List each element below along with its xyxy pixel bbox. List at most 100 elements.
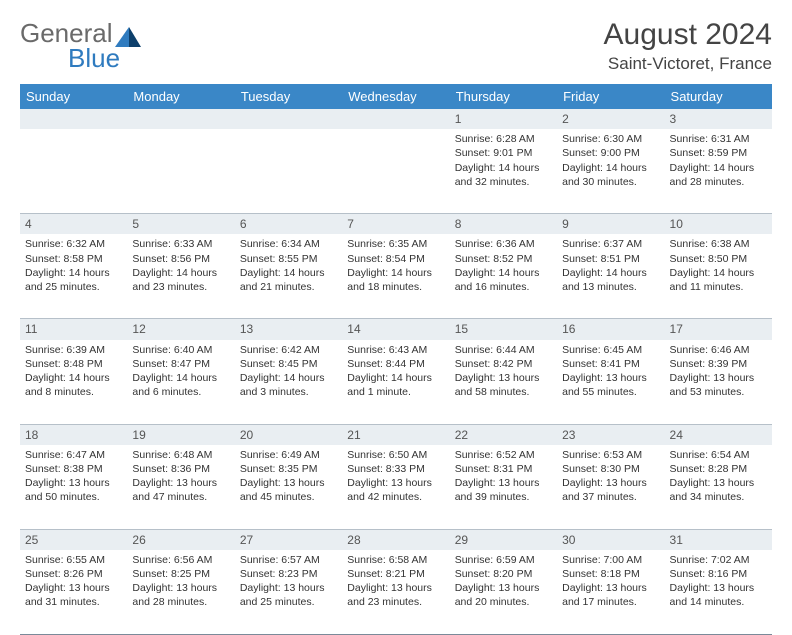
day-cell: Sunrise: 6:43 AMSunset: 8:44 PMDaylight:… <box>342 340 449 424</box>
day-detail-line: Daylight: 14 hours <box>240 371 337 385</box>
day-detail-line: Sunset: 8:47 PM <box>132 357 229 371</box>
day-cell: Sunrise: 6:48 AMSunset: 8:36 PMDaylight:… <box>127 445 234 529</box>
day-number: 4 <box>20 213 127 234</box>
day-cell: Sunrise: 7:02 AMSunset: 8:16 PMDaylight:… <box>665 550 772 634</box>
day-detail-line: Daylight: 13 hours <box>132 581 229 595</box>
day-cell: Sunrise: 6:55 AMSunset: 8:26 PMDaylight:… <box>20 550 127 634</box>
day-number: 27 <box>235 529 342 550</box>
day-number: 7 <box>342 213 449 234</box>
day-number: 26 <box>127 529 234 550</box>
weekday-thu: Thursday <box>450 84 557 109</box>
day-number: 21 <box>342 424 449 445</box>
day-detail-line: and 30 minutes. <box>562 175 659 189</box>
day-cell: Sunrise: 6:49 AMSunset: 8:35 PMDaylight:… <box>235 445 342 529</box>
day-detail-line: Sunset: 8:56 PM <box>132 252 229 266</box>
day-detail-line: Sunrise: 6:30 AM <box>562 132 659 146</box>
day-detail-line: Sunset: 8:52 PM <box>455 252 552 266</box>
day-detail-line: Sunset: 8:30 PM <box>562 462 659 476</box>
month-title: August 2024 <box>604 18 772 52</box>
day-detail-line: Daylight: 13 hours <box>670 581 767 595</box>
day-cell: Sunrise: 6:54 AMSunset: 8:28 PMDaylight:… <box>665 445 772 529</box>
logo-text-b: Blue <box>68 43 141 74</box>
day-detail-line: Daylight: 14 hours <box>132 266 229 280</box>
day-detail-line: Sunrise: 6:43 AM <box>347 343 444 357</box>
day-number: 17 <box>665 318 772 339</box>
day-detail-line: Daylight: 13 hours <box>25 476 122 490</box>
week-row: Sunrise: 6:55 AMSunset: 8:26 PMDaylight:… <box>20 550 772 634</box>
day-detail-line: Sunset: 9:00 PM <box>562 146 659 160</box>
day-detail-line: and 6 minutes. <box>132 385 229 399</box>
day-cell: Sunrise: 6:31 AMSunset: 8:59 PMDaylight:… <box>665 129 772 213</box>
weekday-sun: Sunday <box>20 84 127 109</box>
day-detail-line: Sunrise: 6:39 AM <box>25 343 122 357</box>
week-row: Sunrise: 6:47 AMSunset: 8:38 PMDaylight:… <box>20 445 772 529</box>
day-detail-line: Sunset: 8:50 PM <box>670 252 767 266</box>
day-number: 15 <box>450 318 557 339</box>
day-detail-line: Sunrise: 6:34 AM <box>240 237 337 251</box>
week-row: Sunrise: 6:32 AMSunset: 8:58 PMDaylight:… <box>20 234 772 318</box>
day-detail-line: Sunset: 8:42 PM <box>455 357 552 371</box>
week-row: Sunrise: 6:28 AMSunset: 9:01 PMDaylight:… <box>20 129 772 213</box>
day-cell: Sunrise: 6:32 AMSunset: 8:58 PMDaylight:… <box>20 234 127 318</box>
day-detail-line: Sunrise: 6:31 AM <box>670 132 767 146</box>
day-detail-line: and 23 minutes. <box>132 280 229 294</box>
day-detail-line: Sunrise: 6:35 AM <box>347 237 444 251</box>
weekday-sat: Saturday <box>665 84 772 109</box>
day-detail-line: and 50 minutes. <box>25 490 122 504</box>
day-detail-line: Sunset: 8:18 PM <box>562 567 659 581</box>
day-detail-line: Sunrise: 6:48 AM <box>132 448 229 462</box>
daynum-row: 45678910 <box>20 213 772 234</box>
day-cell <box>235 129 342 213</box>
day-number: 31 <box>665 529 772 550</box>
day-detail-line: Sunrise: 6:37 AM <box>562 237 659 251</box>
day-detail-line: Daylight: 13 hours <box>670 476 767 490</box>
day-detail-line: Daylight: 13 hours <box>240 581 337 595</box>
day-detail-line: and 28 minutes. <box>132 595 229 609</box>
day-cell: Sunrise: 7:00 AMSunset: 8:18 PMDaylight:… <box>557 550 664 634</box>
day-number: 14 <box>342 318 449 339</box>
location: Saint-Victoret, France <box>604 54 772 74</box>
day-number: 22 <box>450 424 557 445</box>
day-detail-line: and 18 minutes. <box>347 280 444 294</box>
day-detail-line: Daylight: 13 hours <box>562 581 659 595</box>
day-detail-line: Daylight: 14 hours <box>132 371 229 385</box>
day-detail-line: Sunset: 8:31 PM <box>455 462 552 476</box>
day-detail-line: and 8 minutes. <box>25 385 122 399</box>
day-cell: Sunrise: 6:35 AMSunset: 8:54 PMDaylight:… <box>342 234 449 318</box>
day-cell: Sunrise: 6:56 AMSunset: 8:25 PMDaylight:… <box>127 550 234 634</box>
day-detail-line: Daylight: 13 hours <box>455 581 552 595</box>
day-number: 1 <box>450 109 557 129</box>
day-detail-line: Daylight: 14 hours <box>455 161 552 175</box>
day-number: 5 <box>127 213 234 234</box>
day-detail-line: Sunrise: 6:45 AM <box>562 343 659 357</box>
day-detail-line: Sunrise: 6:40 AM <box>132 343 229 357</box>
day-detail-line: Sunrise: 6:36 AM <box>455 237 552 251</box>
day-number: 25 <box>20 529 127 550</box>
day-detail-line: Sunrise: 6:38 AM <box>670 237 767 251</box>
day-detail-line: Daylight: 13 hours <box>25 581 122 595</box>
day-detail-line: Sunrise: 6:33 AM <box>132 237 229 251</box>
day-detail-line: and 34 minutes. <box>670 490 767 504</box>
day-number: 8 <box>450 213 557 234</box>
week-row: Sunrise: 6:39 AMSunset: 8:48 PMDaylight:… <box>20 340 772 424</box>
day-detail-line: Sunset: 8:28 PM <box>670 462 767 476</box>
day-cell: Sunrise: 6:46 AMSunset: 8:39 PMDaylight:… <box>665 340 772 424</box>
day-cell: Sunrise: 6:47 AMSunset: 8:38 PMDaylight:… <box>20 445 127 529</box>
day-detail-line: Daylight: 14 hours <box>347 266 444 280</box>
day-detail-line: Sunrise: 6:59 AM <box>455 553 552 567</box>
day-detail-line: Sunrise: 6:47 AM <box>25 448 122 462</box>
day-detail-line: and 23 minutes. <box>347 595 444 609</box>
day-detail-line: Sunset: 8:58 PM <box>25 252 122 266</box>
day-detail-line: and 45 minutes. <box>240 490 337 504</box>
day-detail-line: Sunset: 8:45 PM <box>240 357 337 371</box>
day-detail-line: and 47 minutes. <box>132 490 229 504</box>
day-detail-line: Daylight: 13 hours <box>670 371 767 385</box>
day-detail-line: Sunrise: 7:00 AM <box>562 553 659 567</box>
day-detail-line: Sunrise: 6:50 AM <box>347 448 444 462</box>
day-detail-line: Sunrise: 6:56 AM <box>132 553 229 567</box>
day-detail-line: Daylight: 13 hours <box>347 476 444 490</box>
logo-mark-icon <box>115 23 141 45</box>
day-detail-line: Sunset: 8:16 PM <box>670 567 767 581</box>
day-detail-line: and 25 minutes. <box>240 595 337 609</box>
day-number: 12 <box>127 318 234 339</box>
